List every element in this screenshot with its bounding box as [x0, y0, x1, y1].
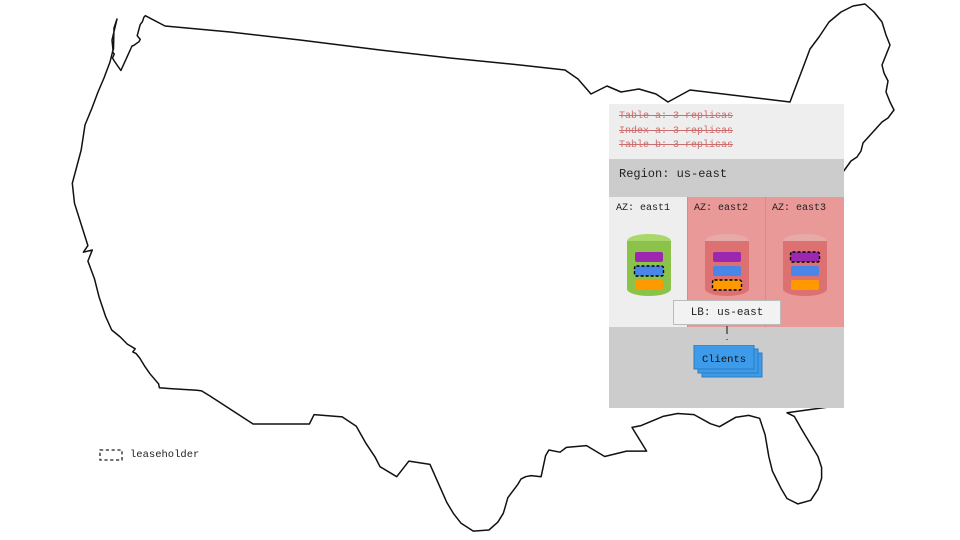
svg-text:Clients: Clients	[702, 354, 746, 366]
